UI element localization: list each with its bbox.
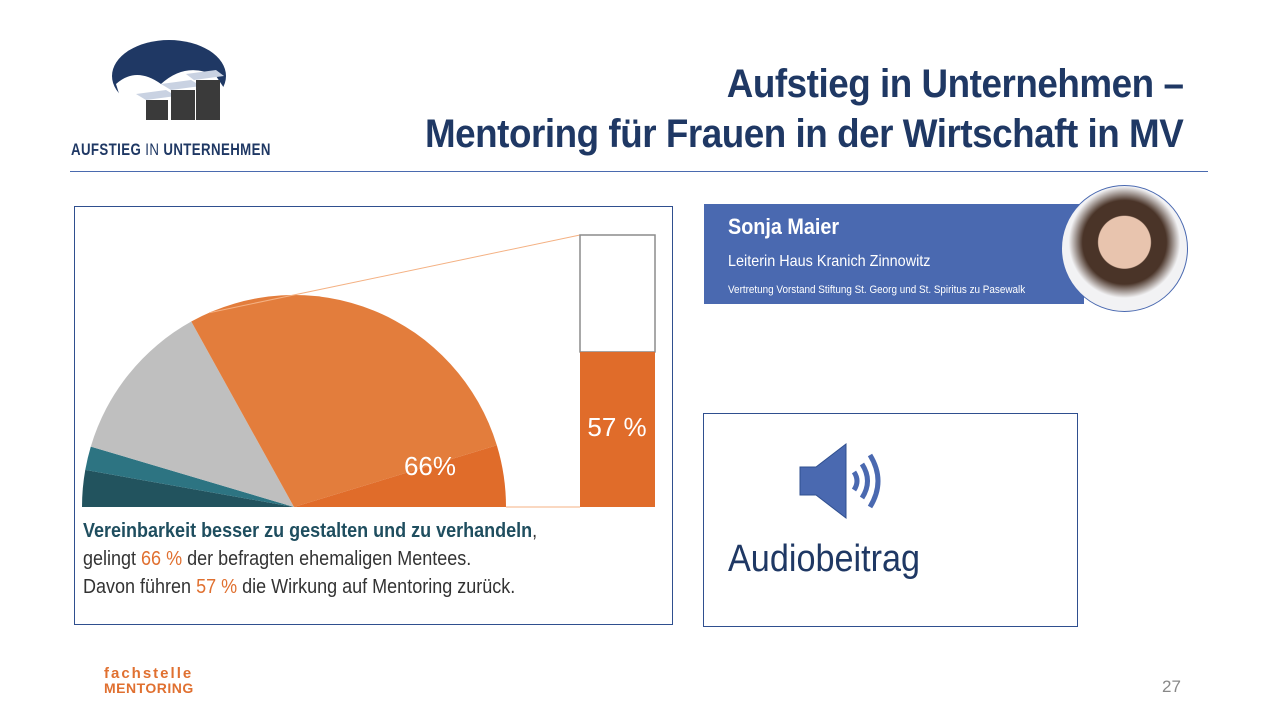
- slide-title-line2: Mentoring für Frauen in der Wirtschaft i…: [424, 112, 1184, 156]
- breakout-bar-empty: [579, 234, 656, 353]
- pie-data-label: 66%: [404, 451, 456, 481]
- logo-text: AUFSTIEG IN UNTERNEHMEN: [71, 140, 271, 159]
- caption-pct-57: 57 %: [196, 576, 238, 598]
- footer-logo-line1: fachstelle: [104, 665, 194, 682]
- speaker-photo: [1061, 185, 1188, 312]
- caption-comma: ,: [532, 520, 538, 542]
- caption-text: die Wirkung auf Mentoring zurück.: [237, 576, 516, 598]
- logo-graphic: [112, 40, 226, 120]
- caption-pct-66: 66 %: [141, 548, 183, 570]
- half-pie-chart: 66% 57 %: [82, 234, 656, 508]
- pie-slice-3: [90, 321, 294, 507]
- pie-slice-1: [82, 469, 294, 507]
- audio-panel[interactable]: Audiobeitrag: [703, 413, 1078, 627]
- page-number: 27: [1162, 677, 1181, 696]
- breakout-bar-fill: [580, 351, 655, 507]
- pie-slice-5: [294, 445, 506, 507]
- speaker-organization: Vertretung Vorstand Stiftung St. Georg u…: [728, 284, 1026, 296]
- chart-caption: Vereinbarkeit besser zu gestalten und zu…: [83, 517, 537, 601]
- footer-logo: fachstelle MENTORING: [104, 665, 194, 696]
- pie-slice-2: [85, 446, 294, 507]
- speaker-name: Sonja Maier: [728, 214, 840, 239]
- caption-highlight: Vereinbarkeit besser zu gestalten und zu…: [83, 520, 533, 542]
- audio-label: Audiobeitrag: [728, 538, 921, 580]
- caption-text: gelingt: [83, 548, 142, 570]
- speaker-role: Leiterin Haus Kranich Zinnowitz: [728, 253, 931, 270]
- speaker-banner: Sonja Maier Leiterin Haus Kranich Zinnow…: [704, 204, 1084, 304]
- speaker-icon[interactable]: [798, 442, 890, 520]
- caption-text: Davon führen: [83, 576, 197, 598]
- slide-title-line1: Aufstieg in Unternehmen –: [726, 62, 1183, 106]
- bar-data-label: 57 %: [587, 412, 646, 442]
- title-divider: [70, 171, 1208, 172]
- pie-slice-4: [191, 295, 497, 507]
- footer-logo-line2: MENTORING: [104, 680, 194, 696]
- chart-panel: 66% 57 % Vereinbarkeit besser zu gestalt…: [74, 206, 673, 625]
- connector-line-top: [209, 234, 581, 314]
- caption-text: der befragten ehemaligen Mentees.: [182, 548, 472, 570]
